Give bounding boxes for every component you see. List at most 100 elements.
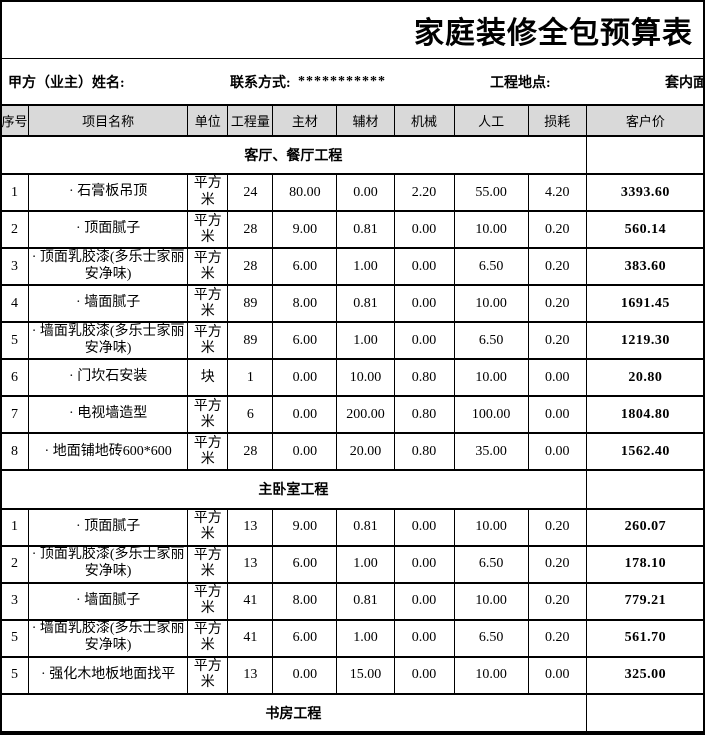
- value-cell: 2.20: [393, 173, 455, 213]
- value-cell: 200.00: [336, 395, 395, 435]
- value-cell: 6: [227, 395, 274, 435]
- value-cell: 1.00: [336, 247, 395, 287]
- budget-table: 序号 项目名称 单位 工程量 主材 辅材 机械 人工 损耗 客户价 客厅、餐厅工程 1 · 石膏板吊顶…: [2, 104, 703, 733]
- value-cell: 80.00: [272, 173, 338, 213]
- section-title: 书房工程: [2, 692, 587, 733]
- value-cell: 2: [2, 210, 30, 250]
- item-name-cell: · 地面铺地砖600*600: [28, 432, 189, 472]
- unit-cell: 块: [187, 358, 229, 398]
- value-cell: 6.00: [272, 618, 338, 658]
- value-cell: 10.00: [336, 358, 395, 398]
- unit-cell: 平方米: [187, 173, 229, 213]
- value-cell: 0.00: [272, 432, 338, 472]
- value-cell: 6.00: [272, 321, 338, 361]
- value-cell: 0.00: [393, 581, 455, 621]
- customer-price-cell: 1219.30: [585, 321, 703, 361]
- unit-cell: 平方米: [187, 544, 229, 584]
- table-row: 2 · 顶面腻子 平方米 28 9.00 0.81 0.00 10.00 0.20 560.14: [2, 210, 703, 250]
- value-cell: 6: [2, 358, 30, 398]
- value-cell: 15.00: [336, 655, 395, 695]
- value-cell: 0.81: [336, 507, 395, 547]
- customer-price-cell: 260.07: [585, 507, 703, 547]
- value-cell: 0.80: [393, 432, 455, 472]
- value-cell: 13: [227, 507, 274, 547]
- section-price-cell: [585, 134, 703, 176]
- section-row-2: 书房工程: [2, 692, 703, 733]
- value-cell: 13: [227, 544, 274, 584]
- value-cell: 10.00: [453, 507, 529, 547]
- unit-cell: 平方米: [187, 395, 229, 435]
- value-cell: 0.81: [336, 210, 395, 250]
- customer-price-cell: 3393.60: [585, 173, 703, 213]
- table-row: 6 · 门坎石安装块 1 0.00 10.00 0.80 10.00 0.00 20.80: [2, 358, 703, 398]
- value-cell: 1: [2, 507, 30, 547]
- table-row: 5 · 强化木地板地面找平 平方米 13 0.00 15.00 0.00 10.00 0.00 3…: [2, 655, 703, 695]
- item-name-cell: · 电视墙造型: [28, 395, 189, 435]
- value-cell: 0.00: [393, 507, 455, 547]
- unit-cell: 平方米: [187, 432, 229, 472]
- value-cell: 0.00: [393, 618, 455, 658]
- table-row: 7 · 电视墙造型 平方米 6 0.00 200.00 0.80 100.00 0.00 1804…: [2, 395, 703, 435]
- interior-area-label: 套内面: [665, 75, 705, 91]
- header-row: 序号 项目名称 单位 工程量 主材 辅材 机械 人工 损耗 客户价: [2, 104, 703, 137]
- value-cell: 3: [2, 581, 30, 621]
- column-header-8: 损耗: [527, 104, 587, 137]
- value-cell: 0.20: [527, 321, 587, 361]
- value-cell: 0.00: [527, 395, 587, 435]
- customer-price-cell: 20.80: [585, 358, 703, 398]
- value-cell: 55.00: [453, 173, 529, 213]
- table-row: 3 · 墙面腻子 平方米 41 8.00 0.81 0.00 10.00 0.20 779.21: [2, 581, 703, 621]
- column-header-0: 序号: [2, 104, 30, 137]
- value-cell: 0.20: [527, 210, 587, 250]
- value-cell: 10.00: [453, 284, 529, 324]
- owner-name-label: 甲方（业主）姓名:: [8, 75, 125, 91]
- item-name-cell: · 顶面腻子: [28, 210, 189, 250]
- value-cell: 9.00: [272, 507, 338, 547]
- customer-price-cell: 1562.40: [585, 432, 703, 472]
- value-cell: 89: [227, 321, 274, 361]
- table-row: 2 · 顶面乳胶漆(多乐士家丽安净味) 平方米 13 6.00 1.00 0.00 6.50 0…: [2, 544, 703, 584]
- location-label: 工程地点:: [490, 75, 551, 91]
- value-cell: 0.00: [393, 655, 455, 695]
- unit-cell: 平方米: [187, 507, 229, 547]
- value-cell: 0.80: [393, 395, 455, 435]
- value-cell: 0.20: [527, 581, 587, 621]
- unit-cell: 平方米: [187, 618, 229, 658]
- column-header-4: 主材: [272, 104, 338, 137]
- value-cell: 13: [227, 655, 274, 695]
- value-cell: 41: [227, 581, 274, 621]
- customer-price-cell: 325.00: [585, 655, 703, 695]
- table-row: 3 · 顶面乳胶漆(多乐士家丽安净味) 平方米 28 6.00 1.00 0.00 6.50 0…: [2, 247, 703, 287]
- item-name-cell: · 墙面腻子: [28, 284, 189, 324]
- value-cell: 10.00: [453, 210, 529, 250]
- value-cell: 2: [2, 544, 30, 584]
- value-cell: 5: [2, 321, 30, 361]
- value-cell: 0.20: [527, 507, 587, 547]
- column-header-5: 辅材: [336, 104, 395, 137]
- value-cell: 7: [2, 395, 30, 435]
- value-cell: 0.00: [393, 210, 455, 250]
- title-bar: 家庭装修全包预算表: [2, 2, 703, 59]
- contact-label: 联系方式:: [230, 75, 291, 91]
- value-cell: 0.20: [527, 544, 587, 584]
- item-name-cell: · 石膏板吊顶: [28, 173, 189, 213]
- customer-price-cell: 560.14: [585, 210, 703, 250]
- value-cell: 0.00: [336, 173, 395, 213]
- value-cell: 0.00: [272, 358, 338, 398]
- unit-cell: 平方米: [187, 655, 229, 695]
- value-cell: 8: [2, 432, 30, 472]
- value-cell: 5: [2, 618, 30, 658]
- value-cell: 20.00: [336, 432, 395, 472]
- section-title: 客厅、餐厅工程: [2, 134, 587, 176]
- value-cell: 28: [227, 432, 274, 472]
- info-bar: 甲方（业主）姓名: 联系方式: *********** 工程地点: 套内面: [2, 59, 703, 104]
- value-cell: 0.00: [272, 395, 338, 435]
- value-cell: 0.00: [393, 321, 455, 361]
- customer-price-cell: 1804.80: [585, 395, 703, 435]
- value-cell: 41: [227, 618, 274, 658]
- value-cell: 0.20: [527, 618, 587, 658]
- value-cell: 35.00: [453, 432, 529, 472]
- value-cell: 6.50: [453, 321, 529, 361]
- value-cell: 0.20: [527, 284, 587, 324]
- value-cell: 1.00: [336, 618, 395, 658]
